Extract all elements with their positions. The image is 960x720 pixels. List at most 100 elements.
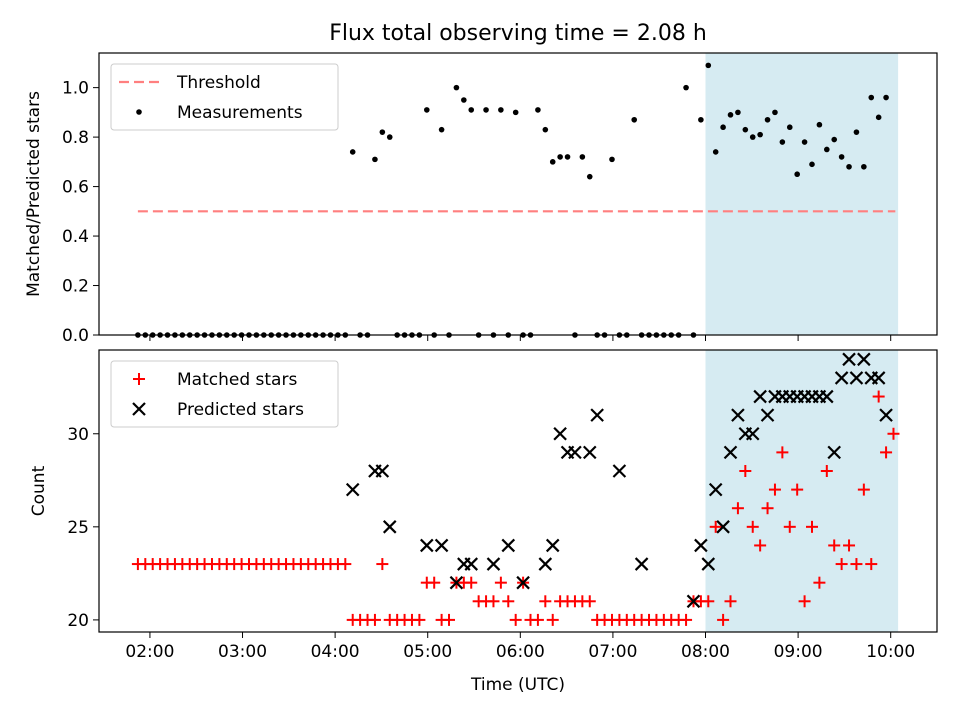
y-tick-label: 0.2 [62,277,89,297]
y-tick-label: 0.6 [62,178,89,198]
bottom-panel: 20 25 30 02:00 03:00 04:00 05:00 06:00 07:00 08:0… [29,349,938,695]
matched-star-point [709,520,722,533]
y-tick-label: 0.8 [62,128,89,148]
matched-star-point [746,520,759,533]
legend-label: Predicted stars [177,400,304,420]
plot-frame [98,52,938,336]
matched-star-point [546,613,559,626]
matched-star-point [717,613,730,626]
predicted-star-point [345,482,360,497]
x-tick-label: 07:00 [588,642,637,662]
y-tick-label: 20 [67,611,89,631]
predicted-star-point [760,408,775,422]
measurement-point [705,62,712,69]
predicted-star-point [857,352,871,367]
matched-star-point [502,595,515,608]
predicted-star-point [612,464,627,478]
measurement-point [735,109,741,116]
predicted-star-point [553,426,567,441]
y-tick-label: 25 [67,518,89,538]
measurement-point [809,161,815,168]
measurement-point [875,114,882,121]
matched-star-point [413,613,426,626]
x-tick-label: 06:00 [496,642,545,662]
matched-star-point [857,483,870,496]
measurement-point [386,134,393,140]
predicted-star-point [849,371,864,385]
measurement-point [549,159,556,165]
predicted-star-point [501,538,516,553]
top-panel: 0.0 0.2 0.4 0.6 0.8 1.0 Matched/Predicted star… [24,52,938,346]
predicted-star-point [745,426,760,441]
matched-star-point [850,558,863,571]
measurement-point [438,126,445,133]
predicted-star-point [375,464,390,478]
measurement-point [779,139,786,145]
matched-star-point [813,576,826,589]
measurement-point [586,173,593,180]
predicted-star-point [879,408,893,422]
legend-matched-swatch [133,373,145,385]
predicted-star-point [708,482,723,497]
predicted-star-point [538,557,553,571]
matched-star-point [843,539,856,552]
measurement-point [816,121,823,128]
measurement-point [423,107,430,113]
matched-star-point [531,613,544,626]
measurement-point [831,136,838,143]
y-tick-label: 30 [67,425,89,445]
measurement-point [564,154,571,160]
predicted-star-point [634,557,649,571]
legend-label: Threshold [176,73,261,93]
measurement-point [631,116,638,123]
legend: Threshold Measurements [110,63,339,131]
y-tick-label: 0.4 [62,227,89,247]
y-axis-label: Count [29,465,49,516]
measurement-point [861,163,867,170]
matched-star-point [887,427,900,440]
predicted-star-point [486,557,501,571]
matched-star-point [739,464,752,477]
measurement-point [764,116,771,123]
legend-box [110,360,339,428]
matched-star-point [539,595,552,608]
matched-star-point [805,520,818,533]
matched-star-point [880,446,893,459]
measurement-point [372,156,378,163]
matched-star-point [724,595,737,608]
series-matched-stars [131,390,900,626]
measurement-point [749,134,756,140]
matched-star-point [776,446,789,459]
matched-star-point [791,483,804,496]
predicted-star-point [694,538,708,553]
y-tick-label: 1.0 [62,79,89,99]
legend-box [110,63,339,131]
measurement-point [824,146,830,153]
measurement-point [453,84,460,91]
predicted-star-point [731,408,745,422]
measurement-point [853,129,860,135]
x-tick-label: 03:00 [218,642,267,662]
predicted-star-point [568,445,582,460]
predicted-star-point [449,575,464,590]
measurement-point [698,116,704,123]
series-predicted-stars [345,352,893,609]
predicted-star-point [382,520,397,534]
measurement-point [468,107,475,113]
predicted-star-point [716,520,730,534]
measurement-point [535,107,541,113]
measurement-point [461,97,467,103]
predicted-star-point [434,538,449,553]
matched-star-point [376,558,389,571]
matched-star-point [428,576,441,589]
legend-label: Measurements [177,103,303,123]
predicted-star-point [723,445,738,460]
legend-measurement-swatch [136,109,142,115]
matched-star-point [865,558,878,571]
matched-star-point [798,595,811,608]
x-tick-label: 10:00 [866,642,915,662]
predicted-star-point [701,557,716,571]
matched-star-point [828,539,841,552]
measurement-point [379,129,386,135]
